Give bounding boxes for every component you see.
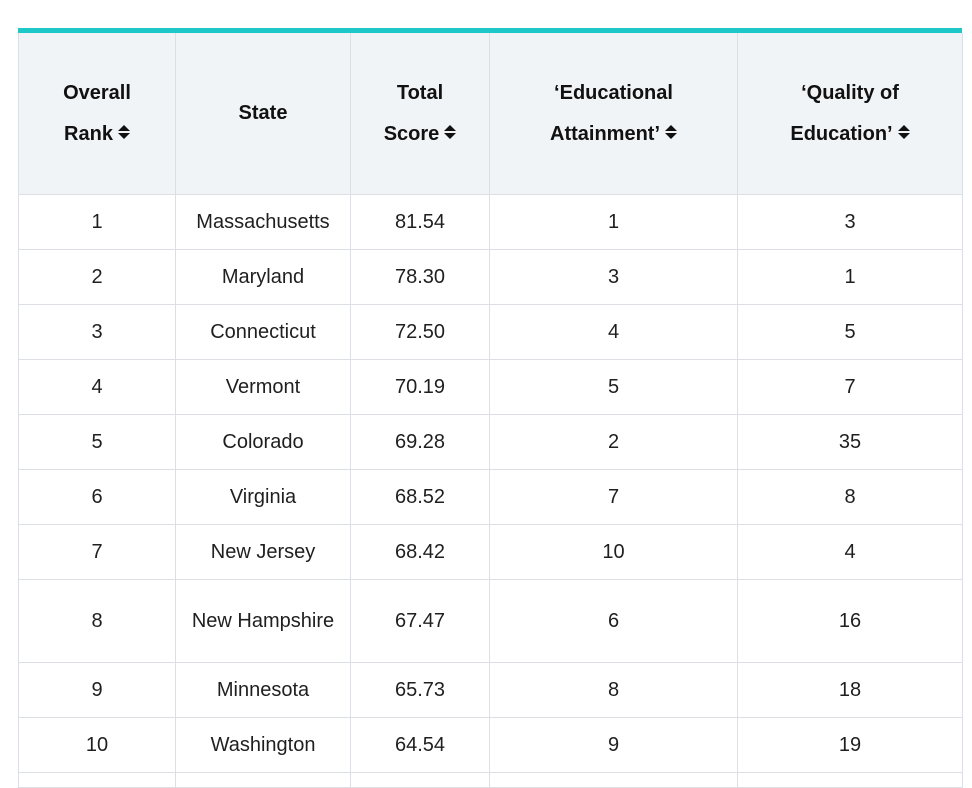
cell-state: Vermont	[175, 359, 351, 415]
header-label-line1: ‘Educational	[554, 81, 673, 104]
sort-arrows-icon[interactable]	[897, 125, 910, 140]
column-header-overall-rank[interactable]: Overall Rank	[18, 33, 176, 195]
table-row: 4 Vermont 70.19 5 7	[18, 359, 963, 415]
cell-total-score: 70.19	[350, 359, 490, 415]
cell-total-score: 81.54	[350, 194, 490, 250]
cell-quality-of-education: 1	[737, 249, 963, 305]
cell-total-score: 68.42	[350, 524, 490, 580]
sort-arrows-icon[interactable]	[665, 125, 677, 140]
header-label-line2: Rank	[64, 122, 113, 145]
sort-arrows-icon[interactable]	[444, 125, 457, 140]
cell-empty	[489, 772, 738, 788]
header-label-line1: ‘Quality of	[801, 81, 899, 104]
cell-empty	[175, 772, 351, 788]
cell-total-score: 78.30	[350, 249, 490, 305]
cell-state: Minnesota	[175, 662, 351, 718]
cell-rank: 6	[18, 469, 176, 525]
table-row: 3 Connecticut 72.50 4 5	[18, 304, 963, 360]
cell-rank: 3	[18, 304, 176, 360]
cell-quality-of-education: 4	[737, 524, 963, 580]
cell-rank: 10	[18, 717, 176, 773]
cell-state: Colorado	[175, 414, 351, 470]
cell-state: Connecticut	[175, 304, 351, 360]
header-label-line2: Score	[383, 122, 440, 145]
cell-quality-of-education: 19	[737, 717, 963, 773]
cell-educational-attainment: 6	[489, 579, 738, 663]
cell-educational-attainment: 8	[489, 662, 738, 718]
column-header-educational-attainment[interactable]: ‘Educational Attainment’	[489, 33, 738, 195]
table-row: 5 Colorado 69.28 2 35	[18, 414, 963, 470]
column-header-quality-of-education[interactable]: ‘Quality of Education’	[737, 33, 963, 195]
cell-total-score: 72.50	[350, 304, 490, 360]
cell-rank: 8	[18, 579, 176, 663]
cell-educational-attainment: 9	[489, 717, 738, 773]
cell-total-score: 69.28	[350, 414, 490, 470]
cell-total-score: 65.73	[350, 662, 490, 718]
cell-total-score: 64.54	[350, 717, 490, 773]
cell-educational-attainment: 4	[489, 304, 738, 360]
cell-rank: 7	[18, 524, 176, 580]
table-row: 9 Minnesota 65.73 8 18	[18, 662, 963, 718]
cell-state: Massachusetts	[175, 194, 351, 250]
cell-state: Maryland	[175, 249, 351, 305]
header-label-line1: Total	[396, 81, 444, 104]
header-label-line2: Attainment’	[550, 122, 660, 145]
cell-total-score: 68.52	[350, 469, 490, 525]
cell-state: New Jersey	[175, 524, 351, 580]
cell-educational-attainment: 3	[489, 249, 738, 305]
cell-educational-attainment: 2	[489, 414, 738, 470]
rankings-table: Overall Rank State Total Score ‘Educatio…	[18, 33, 963, 788]
rankings-table-container: Overall Rank State Total Score ‘Educatio…	[18, 28, 963, 788]
table-row-partial	[18, 772, 963, 788]
table-row: 8 New Hampshire 67.47 6 16	[18, 579, 963, 663]
cell-state: Washington	[175, 717, 351, 773]
header-label-line1: State	[238, 102, 288, 124]
cell-state: New Hampshire	[175, 579, 351, 663]
cell-rank: 4	[18, 359, 176, 415]
column-header-total-score[interactable]: Total Score	[350, 33, 490, 195]
cell-quality-of-education: 8	[737, 469, 963, 525]
column-header-state: State	[175, 33, 351, 195]
table-row: 2 Maryland 78.30 3 1	[18, 249, 963, 305]
cell-quality-of-education: 3	[737, 194, 963, 250]
cell-quality-of-education: 18	[737, 662, 963, 718]
cell-total-score: 67.47	[350, 579, 490, 663]
cell-empty	[350, 772, 490, 788]
header-label-line1: Overall	[63, 81, 131, 104]
cell-empty	[737, 772, 963, 788]
cell-educational-attainment: 1	[489, 194, 738, 250]
cell-quality-of-education: 5	[737, 304, 963, 360]
table-row: 6 Virginia 68.52 7 8	[18, 469, 963, 525]
cell-rank: 2	[18, 249, 176, 305]
sort-arrows-icon[interactable]	[117, 125, 130, 140]
cell-quality-of-education: 7	[737, 359, 963, 415]
cell-empty	[18, 772, 176, 788]
table-row: 1 Massachusetts 81.54 1 3	[18, 194, 963, 250]
cell-rank: 5	[18, 414, 176, 470]
header-row: Overall Rank State Total Score ‘Educatio…	[18, 33, 963, 195]
cell-quality-of-education: 16	[737, 579, 963, 663]
cell-rank: 1	[18, 194, 176, 250]
header-label-line2: Education’	[790, 122, 893, 145]
cell-quality-of-education: 35	[737, 414, 963, 470]
cell-educational-attainment: 7	[489, 469, 738, 525]
cell-rank: 9	[18, 662, 176, 718]
table-row: 7 New Jersey 68.42 10 4	[18, 524, 963, 580]
table-row: 10 Washington 64.54 9 19	[18, 717, 963, 773]
cell-educational-attainment: 5	[489, 359, 738, 415]
cell-state: Virginia	[175, 469, 351, 525]
cell-educational-attainment: 10	[489, 524, 738, 580]
